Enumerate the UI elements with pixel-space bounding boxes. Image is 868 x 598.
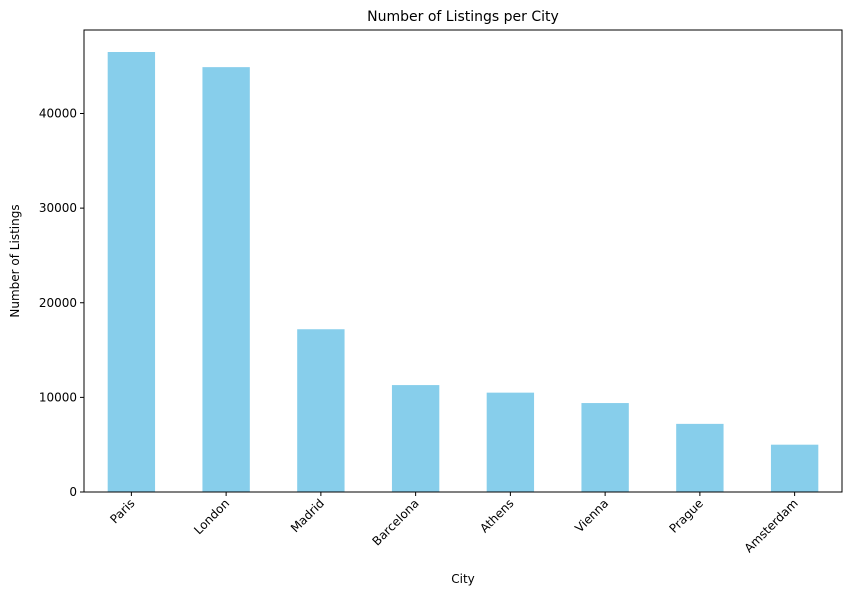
bar-london: [202, 67, 250, 493]
bar-amsterdam: [770, 444, 819, 492]
bar-prague: [676, 423, 724, 492]
x-tick-label-athens: Athens: [477, 496, 516, 535]
bar-madrid: [297, 329, 345, 492]
bar-paris: [107, 52, 156, 492]
plot-frame: [83, 29, 843, 493]
bar-athens: [486, 392, 535, 492]
y-tick-label: 30000: [39, 201, 77, 215]
y-tick-label: 10000: [39, 390, 77, 404]
bar-barcelona: [391, 385, 440, 492]
y-axis-label: Number of Listings: [8, 204, 22, 317]
bars-group: [107, 52, 819, 493]
x-axis-ticks: Paris London Madrid Barcelona Athens Vienna Pr…: [107, 492, 801, 555]
chart-title: Number of Listings per City: [367, 9, 559, 25]
x-tick-label-amsterdam: Amsterdam: [742, 496, 801, 555]
x-tick-label-barcelona: Barcelona: [370, 496, 422, 548]
y-axis-ticks: 0 10000 20000 30000 40000: [39, 107, 84, 499]
bar-vienna: [581, 403, 629, 492]
x-tick-label-paris: Paris: [107, 496, 137, 526]
x-axis-label: City: [451, 572, 475, 586]
y-tick-label: 20000: [39, 296, 77, 310]
x-tick-label-vienna: Vienna: [572, 496, 611, 535]
x-tick-label-madrid: Madrid: [288, 496, 327, 535]
x-tick-label-prague: Prague: [666, 496, 706, 536]
y-tick-label: 40000: [39, 107, 77, 121]
x-tick-label-london: London: [191, 496, 232, 537]
y-tick-label: 0: [69, 485, 77, 499]
